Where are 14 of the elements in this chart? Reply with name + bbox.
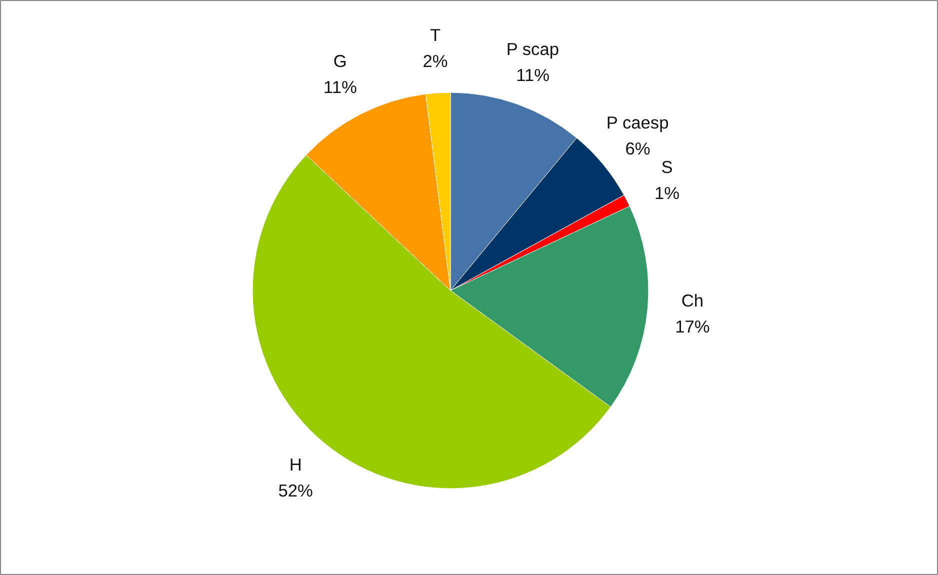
data-label: 1% xyxy=(654,183,680,204)
slice-label: T xyxy=(430,24,441,45)
data-label: 11% xyxy=(516,64,550,85)
data-label: 52% xyxy=(278,480,313,501)
slice-label: Ch xyxy=(681,290,704,310)
slice-label: S xyxy=(661,157,673,178)
data-label: 2% xyxy=(422,50,448,71)
data-label: 6% xyxy=(625,138,650,159)
slice-label: G xyxy=(333,50,347,71)
slice-label: H xyxy=(289,454,302,475)
slice-label: P caesp xyxy=(606,112,669,133)
data-label: 11% xyxy=(323,76,357,97)
slice-label: P scap xyxy=(506,38,559,59)
data-label: 17% xyxy=(675,316,710,336)
